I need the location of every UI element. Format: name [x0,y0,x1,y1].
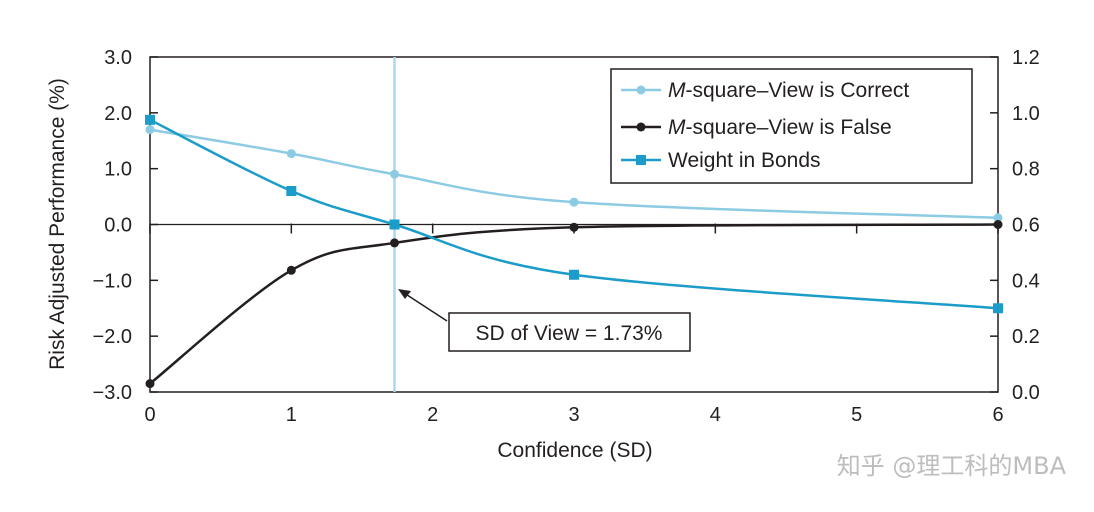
x-tick-label: 2 [427,404,438,426]
legend-label-2: Weight in Bonds [668,149,821,172]
legend-label-1: M-square–View is False [668,116,892,139]
x-axis-title: Confidence (SD) [497,439,652,462]
y-tick-label: −2.0 [93,326,132,348]
series-0 [145,125,1003,223]
y-tick-label: −1.0 [93,270,132,292]
y2-tick-label: 0.4 [1012,270,1040,292]
data-point [993,220,1003,229]
series-2 [145,114,1003,314]
series-line-2 [149,118,999,310]
legend-label-text: Weight in Bonds [668,149,821,172]
data-point [993,303,1003,314]
data-point [145,114,155,125]
annotation: SD of View = 1.73% [398,289,691,352]
data-point [569,269,579,280]
annotation-box [448,312,691,352]
annotation-arrow-line [400,290,448,322]
legend-label-italic: M [668,116,686,139]
y2-tick-label: 0.8 [1012,159,1040,181]
data-point [569,222,579,232]
legend-swatch-marker-0 [636,85,646,95]
series-line-1 [149,223,999,385]
left-axis: 3.0 2.0 1.0 0.0 −1.0 −2.0 −3.0 [93,47,158,404]
data-point [993,213,1003,223]
y-tick-label: 2.0 [104,103,132,125]
legend-label-0: M-square–View is Correct [668,79,909,102]
legend-box [610,68,973,184]
x-tick-label: 6 [992,404,1003,426]
y-tick-label: 1.0 [104,159,132,181]
x-tick-label: 3 [568,404,579,426]
data-point [286,149,296,159]
data-point [286,186,297,196]
x-axis: 0 1 2 3 4 5 6 [144,223,1004,426]
series-line-0 [149,128,999,220]
data-point [390,238,400,248]
y2-tick-label: 0.6 [1012,215,1040,237]
series-layer [145,114,1003,389]
watermark: 知乎 @理工科的MBA [837,452,1067,480]
y-tick-label: −3.0 [93,382,132,404]
legend-label-italic: M [668,79,686,102]
data-point [145,379,155,389]
data-point [569,197,579,207]
y-tick-label: 0.0 [104,215,132,237]
y2-tick-label: 0.2 [1012,326,1040,348]
y2-tick-label: 0.0 [1012,382,1040,404]
annotation-text: SD of View = 1.73% [476,322,663,345]
legend-swatch-marker-2 [636,155,646,165]
right-axis: 1.2 1.0 0.8 0.6 0.4 0.2 0.0 [990,47,1040,404]
x-tick-label: 0 [144,404,155,426]
data-point [389,219,400,230]
legend-label-text: -square–View is False [686,116,892,139]
y-tick-label: 3.0 [104,47,132,69]
y-axis-title: Risk Adjusted Performance (%) [46,78,69,370]
y2-tick-label: 1.2 [1012,47,1040,69]
x-tick-label: 5 [851,404,862,426]
x-tick-label: 4 [710,404,721,426]
data-point [286,265,296,275]
legend-label-text: -square–View is Correct [686,79,910,102]
data-point [390,169,400,179]
data-point [145,125,155,135]
legend-swatch-marker-1 [636,122,646,132]
series-1 [145,220,1003,389]
x-tick-label: 1 [286,404,297,426]
annotation-arrowhead [398,289,411,299]
y2-tick-label: 1.0 [1012,103,1040,125]
